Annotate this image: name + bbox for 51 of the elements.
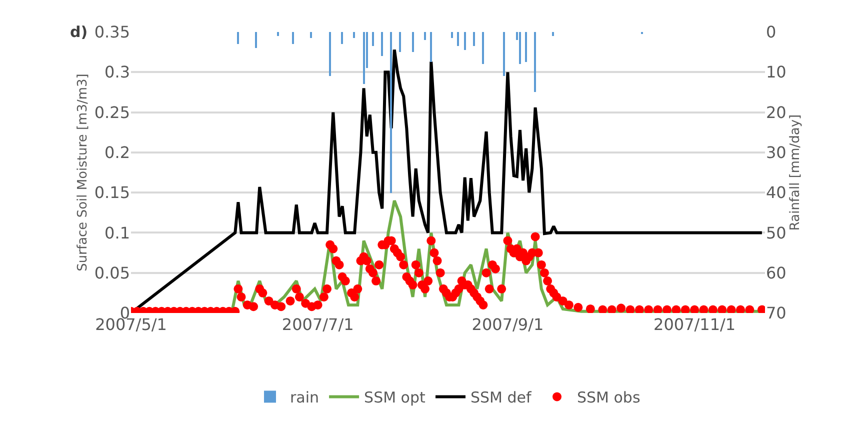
legend-label: rain — [290, 388, 320, 407]
bar — [534, 32, 536, 92]
y2-tick-label: 70 — [766, 304, 786, 323]
text: d) — [70, 23, 88, 41]
y2-tick-label: 40 — [766, 183, 786, 202]
y2-tick-label: 10 — [766, 62, 786, 82]
y-axis-title: Surface Soil Moisture [m3/m3] — [75, 74, 90, 272]
y-tick-label: 0.15 — [94, 183, 130, 202]
bar — [482, 32, 484, 64]
bar — [341, 32, 343, 44]
bar — [519, 32, 521, 64]
x-tick-label: 2007/7/1 — [282, 315, 354, 334]
y2-tick-label: 20 — [766, 102, 786, 122]
bar — [390, 32, 392, 193]
bar — [473, 32, 475, 46]
bar — [424, 32, 426, 40]
y2-tick-label: 50 — [766, 223, 786, 242]
bar — [255, 32, 257, 48]
y2-axis-title: Rainfall [mm/day] — [788, 114, 803, 231]
y2-tick-label: 60 — [766, 263, 786, 282]
y-tick-label: 0.25 — [94, 102, 130, 122]
bar — [457, 32, 459, 46]
y-tick-label: 0.1 — [104, 223, 130, 242]
x-tick-label: 2007/9/1 — [472, 315, 544, 334]
bar — [552, 32, 554, 36]
bar — [277, 32, 279, 36]
y2-tick-label: 30 — [766, 143, 786, 162]
bar — [525, 32, 527, 62]
bar — [237, 32, 239, 44]
y-tick-label: 0.35 — [94, 22, 130, 42]
y2-tick-label: 0 — [766, 22, 776, 42]
bar — [430, 32, 432, 62]
legend-label: SSM opt — [364, 388, 426, 407]
y-tick-label: 0.05 — [94, 263, 130, 282]
x-tick-label: 2007/11/1 — [654, 315, 736, 334]
bar — [310, 32, 312, 38]
bar — [353, 32, 355, 38]
bar — [464, 32, 466, 50]
bar — [329, 32, 331, 76]
y-tick-label: 0.3 — [104, 62, 130, 82]
bar — [451, 32, 453, 38]
bar — [292, 32, 294, 44]
legend-label: SSM def — [470, 388, 532, 407]
legend-label: SSM obs — [577, 388, 640, 407]
bar — [399, 32, 401, 52]
bar — [412, 32, 414, 52]
bar — [363, 32, 365, 84]
bar — [381, 32, 383, 56]
y-tick-label: 0.2 — [104, 143, 130, 162]
bar — [372, 32, 374, 46]
bar — [503, 32, 505, 76]
